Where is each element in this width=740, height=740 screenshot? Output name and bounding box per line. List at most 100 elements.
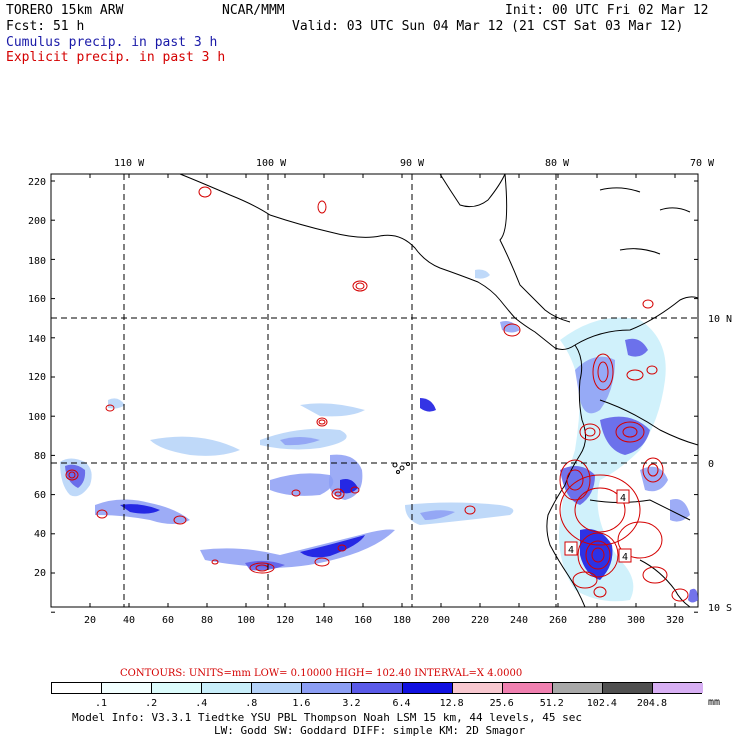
y-tick-label: 160 — [28, 294, 46, 305]
lon-label: 70 W — [690, 158, 715, 169]
cumulus-area — [270, 473, 334, 496]
colorbar-label: 1.6 — [292, 698, 311, 709]
x-tick-label: 160 — [354, 615, 372, 626]
colorbar-label: .4 — [195, 698, 208, 709]
colorbar-label: 12.8 — [439, 698, 464, 709]
colorbar-swatch — [502, 683, 553, 693]
cumulus-shading — [60, 269, 698, 603]
cumulus-area — [475, 269, 490, 279]
valid-time: Valid: 03 UTC Sun 04 Mar 12 (21 CST Sat … — [292, 19, 684, 34]
central-america-coast — [499, 299, 576, 350]
y-tick-label: 180 — [28, 256, 46, 267]
x-tick-label: 100 — [237, 615, 255, 626]
colorbar-label: .1 — [95, 698, 108, 709]
x-tick-label: 20 — [84, 615, 96, 626]
y-tick-label: 220 — [28, 177, 46, 188]
contour-label: 4 — [620, 493, 626, 504]
colorbar-swatch — [152, 683, 203, 693]
coastlines — [179, 173, 699, 608]
colorbar-label: 25.6 — [489, 698, 514, 709]
x-tick-label: 320 — [666, 615, 684, 626]
lon-label: 100 W — [256, 158, 287, 169]
contour-label: 4 — [622, 552, 628, 563]
cumulus-area — [280, 437, 320, 446]
map-frame — [50, 173, 699, 608]
x-tick-label: 220 — [471, 615, 489, 626]
colorbar-swatch — [102, 683, 153, 693]
colorbar-swatch — [402, 683, 453, 693]
x-tick-label: 260 — [549, 615, 567, 626]
init-time: Init: 00 UTC Fri 02 Mar 12 — [505, 3, 709, 18]
south-america-coast — [546, 344, 586, 608]
y-tick-label: 120 — [28, 372, 46, 383]
graticule — [51, 174, 698, 607]
cumulus-area — [150, 436, 240, 456]
interior-border — [599, 399, 699, 446]
lat-label: 10 N — [708, 314, 732, 325]
colorbar-label: 204.8 — [636, 698, 667, 709]
explicit-legend: Explicit precip. in past 3 h — [6, 50, 226, 65]
peru-border-2 — [639, 559, 691, 608]
cumulus-area — [340, 479, 358, 494]
colorbar-label: .8 — [245, 698, 258, 709]
x-tick-label: 80 — [201, 615, 213, 626]
x-tick-label: 280 — [588, 615, 606, 626]
forecast-hour: Fcst: 51 h — [6, 19, 85, 34]
x-tick-label: 120 — [276, 615, 294, 626]
colorbar-label: 102.4 — [586, 698, 617, 709]
x-tick-label: 300 — [627, 615, 645, 626]
cumulus-area — [200, 529, 395, 568]
cumulus-area — [300, 403, 365, 417]
yucatan-coast — [439, 173, 506, 208]
colorbar-swatch — [602, 683, 653, 693]
x-tick-label: 140 — [315, 615, 333, 626]
cumulus-area — [420, 510, 455, 520]
colorbar-swatch — [452, 683, 503, 693]
x-tick-label: 60 — [162, 615, 174, 626]
cumulus-area — [575, 356, 615, 414]
lon-label: 80 W — [545, 158, 570, 169]
contour-value-labels: 4 4 4 — [564, 489, 632, 563]
central-america-north — [499, 173, 571, 323]
model-info-physics: LW: Godd SW: Goddard DIFF: simple KM: 2D… — [214, 724, 526, 737]
cumulus-area — [670, 499, 690, 522]
colorbar-label: 6.4 — [392, 698, 411, 709]
y-tick-label: 20 — [34, 568, 46, 579]
y-tick-label: 140 — [28, 334, 46, 345]
colorbar — [51, 682, 703, 694]
lon-label: 90 W — [400, 158, 425, 169]
colorbar-swatch — [302, 683, 353, 693]
axis-ticks — [50, 174, 698, 613]
mexico-coast — [179, 173, 501, 301]
cumulus-area — [420, 398, 436, 412]
caribbean-islands — [599, 187, 691, 255]
explicit-contours — [65, 186, 689, 602]
cumulus-area — [640, 466, 668, 492]
colorbar-swatch — [552, 683, 603, 693]
y-tick-label: 200 — [28, 216, 46, 227]
colorbar-swatch — [252, 683, 303, 693]
lat-label: 0 — [708, 459, 714, 470]
model-info: Model Info: V3.3.1 Tiedtke YSU PBL Thomp… — [72, 711, 582, 724]
model-name: TORERO 15km ARW — [6, 3, 124, 18]
y-tick-label: 40 — [34, 529, 46, 540]
x-tick-label: 180 — [393, 615, 411, 626]
cumulus-area — [108, 398, 125, 409]
colorbar-unit: mm — [708, 697, 721, 708]
contour-label: 4 — [568, 545, 574, 556]
cumulus-legend: Cumulus precip. in past 3 h — [6, 35, 218, 50]
x-tick-label: 40 — [123, 615, 135, 626]
peru-border — [589, 499, 691, 521]
colorbar-swatch — [652, 683, 703, 693]
y-tick-label: 80 — [34, 451, 46, 462]
contour-info: CONTOURS: UNITS=mm LOW= 0.10000 HIGH= 10… — [120, 668, 523, 679]
colorbar-label: 3.2 — [342, 698, 361, 709]
cumulus-area — [300, 535, 365, 558]
lat-label: 10 S — [708, 603, 732, 614]
colorbar-swatch — [352, 683, 403, 693]
galapagos-islands — [392, 462, 410, 474]
y-tick-label: 100 — [28, 412, 46, 423]
lon-label: 110 W — [114, 158, 145, 169]
colorbar-label: .2 — [145, 698, 158, 709]
